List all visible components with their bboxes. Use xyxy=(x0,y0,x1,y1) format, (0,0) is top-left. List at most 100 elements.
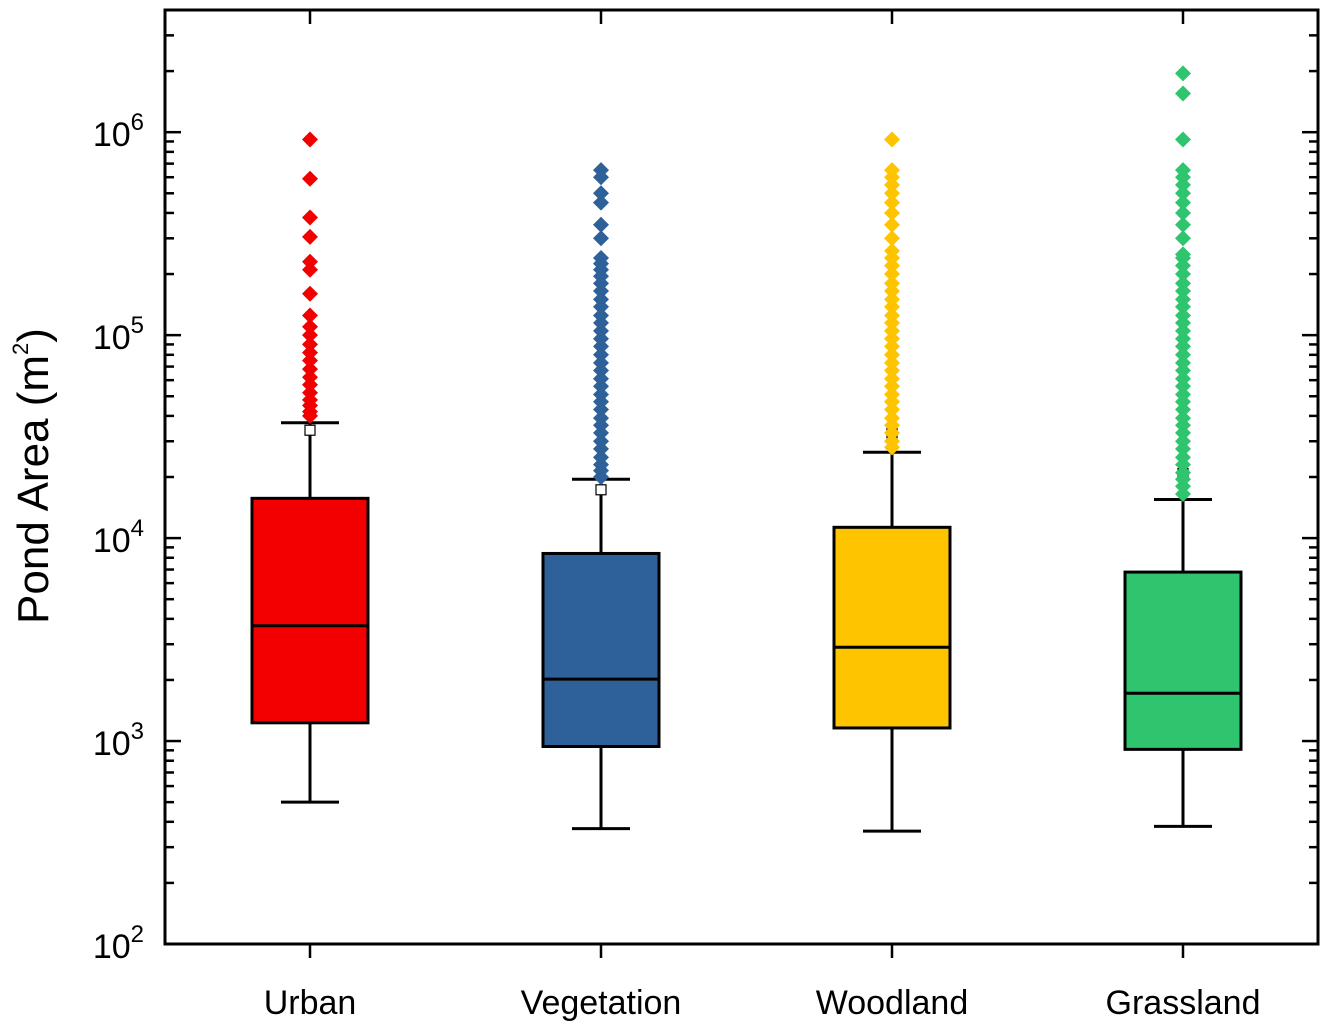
outlier-point-woodland xyxy=(884,216,900,233)
outlier-point-woodland xyxy=(884,378,900,395)
outlier-point-grassland xyxy=(1175,257,1191,274)
outlier-point-vegetation xyxy=(593,346,609,363)
x-category-label-vegetation: Vegetation xyxy=(521,984,682,1022)
outlier-point-urban xyxy=(302,336,318,353)
outlier-point-woodland xyxy=(884,176,900,193)
outlier-point-woodland xyxy=(884,266,900,283)
outliers-layer xyxy=(302,65,1191,502)
y-axis-label: Pond Area (m2) xyxy=(8,328,58,624)
y-tick-label: 104 xyxy=(93,515,144,560)
outlier-point-urban xyxy=(302,209,318,226)
x-category-label-urban: Urban xyxy=(264,984,357,1022)
outliers-vegetation xyxy=(593,162,609,485)
outlier-point-woodland xyxy=(884,204,900,221)
outlier-point-woodland xyxy=(884,131,900,148)
outlier-point-vegetation xyxy=(593,283,609,300)
labels-layer: Pond Area (m2) xyxy=(8,328,58,624)
box-woodland xyxy=(832,427,952,833)
y-tick-label-base: 10 xyxy=(93,319,131,357)
y-tick-label-exp: 2 xyxy=(131,921,144,948)
y-axis-label-close: ) xyxy=(9,328,58,343)
outlier-point-vegetation xyxy=(593,230,609,247)
outlier-point-urban xyxy=(302,376,318,393)
outlier-point-woodland xyxy=(884,230,900,247)
y-tick-label: 105 xyxy=(93,312,144,357)
outlier-point-vegetation xyxy=(593,298,609,315)
y-tick-label-base: 10 xyxy=(93,116,131,154)
outlier-point-grassland xyxy=(1175,131,1191,148)
outlier-point-grassland xyxy=(1175,362,1191,379)
outlier-point-grassland xyxy=(1175,314,1191,331)
outlier-point-woodland xyxy=(884,257,900,274)
outlier-point-woodland xyxy=(884,346,900,363)
outlier-point-vegetation xyxy=(593,424,609,441)
box-urban xyxy=(250,421,370,804)
outlier-point-vegetation xyxy=(593,378,609,395)
outlier-point-woodland xyxy=(884,424,900,441)
outlier-point-urban xyxy=(302,261,318,278)
mean-marker-urban xyxy=(304,424,316,436)
x-category-label-woodland: Woodland xyxy=(816,984,969,1022)
plot-frame xyxy=(163,8,1320,946)
y-tick-label: 106 xyxy=(93,109,144,154)
outlier-point-grassland xyxy=(1175,424,1191,441)
outlier-point-woodland xyxy=(884,185,900,202)
outlier-point-grassland xyxy=(1175,338,1191,355)
outlier-point-grassland xyxy=(1175,440,1191,457)
outlier-point-grassland xyxy=(1175,194,1191,211)
outliers-urban xyxy=(302,131,318,424)
outlier-point-grassland xyxy=(1175,176,1191,193)
outlier-point-urban xyxy=(302,318,318,335)
outlier-point-woodland xyxy=(884,401,900,418)
outlier-point-woodland xyxy=(884,338,900,355)
outlier-point-vegetation xyxy=(593,469,609,485)
y-tick-label-exp: 4 xyxy=(131,515,144,542)
outliers-woodland xyxy=(884,131,900,456)
outlier-point-grassland xyxy=(1175,65,1191,82)
outlier-point-woodland xyxy=(884,283,900,300)
outlier-point-vegetation xyxy=(593,362,609,379)
outlier-point-grassland xyxy=(1175,456,1191,473)
outlier-point-grassland xyxy=(1175,204,1191,221)
outlier-point-woodland xyxy=(884,194,900,211)
outlier-point-grassland xyxy=(1175,185,1191,202)
y-tick-label-exp: 5 xyxy=(131,312,144,339)
outlier-point-vegetation xyxy=(593,401,609,418)
outlier-point-grassland xyxy=(1175,401,1191,418)
y-tick-label-exp: 6 xyxy=(131,109,144,136)
outlier-point-grassland xyxy=(1175,378,1191,395)
boxes-layer xyxy=(250,421,1243,833)
outlier-point-urban xyxy=(302,352,318,369)
outlier-point-urban xyxy=(302,361,318,378)
y-tick-label-base: 10 xyxy=(93,928,131,966)
outlier-point-grassland xyxy=(1175,283,1191,300)
outlier-point-woodland xyxy=(884,298,900,315)
y-tick-label-base: 10 xyxy=(93,522,131,560)
outlier-point-urban xyxy=(302,170,318,187)
y-tick-label: 103 xyxy=(93,718,144,763)
outlier-point-grassland xyxy=(1175,266,1191,283)
y-tick-label-exp: 3 xyxy=(131,718,144,745)
outlier-point-grassland xyxy=(1175,216,1191,233)
outlier-point-grassland xyxy=(1175,298,1191,315)
outlier-point-urban xyxy=(302,228,318,245)
outlier-point-vegetation xyxy=(593,194,609,211)
outlier-point-urban xyxy=(302,285,318,302)
outlier-point-woodland xyxy=(884,439,900,456)
outlier-point-vegetation xyxy=(593,169,609,186)
box-grassland xyxy=(1123,467,1243,828)
x-category-label-grassland: Grassland xyxy=(1106,984,1261,1022)
iqr-box-woodland xyxy=(832,525,952,730)
outlier-point-vegetation xyxy=(593,314,609,331)
y-axis-label-text: Pond Area (m xyxy=(9,355,58,624)
outlier-point-vegetation xyxy=(593,338,609,355)
iqr-box-urban xyxy=(250,496,370,725)
box-vegetation xyxy=(541,477,661,831)
outlier-point-vegetation xyxy=(593,440,609,457)
outlier-point-grassland xyxy=(1175,485,1191,502)
outliers-grassland xyxy=(1175,65,1191,502)
y-axis-label-sup: 2 xyxy=(8,343,33,355)
outlier-point-woodland xyxy=(884,362,900,379)
